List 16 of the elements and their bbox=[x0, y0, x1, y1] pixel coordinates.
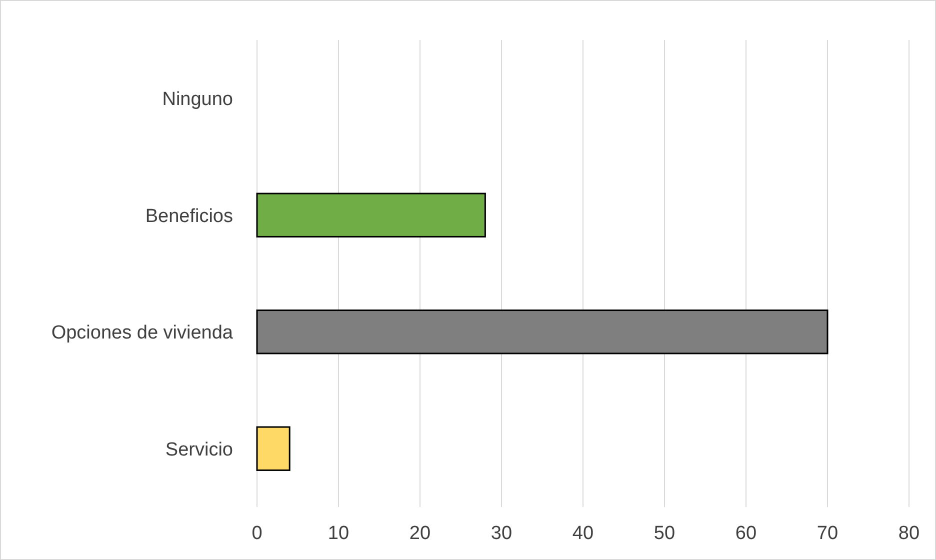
x-tick-label: 10 bbox=[328, 523, 350, 544]
bar bbox=[256, 192, 486, 238]
x-tick-label: 50 bbox=[654, 523, 676, 544]
y-tick-label: Beneficios bbox=[145, 206, 233, 227]
x-tick-label: 30 bbox=[490, 523, 512, 544]
x-tick-label: 0 bbox=[252, 523, 262, 544]
x-tick-label: 70 bbox=[816, 523, 838, 544]
y-tick-label: Servicio bbox=[165, 439, 233, 460]
x-tick-label: 60 bbox=[735, 523, 757, 544]
x-tick-label: 40 bbox=[572, 523, 594, 544]
x-tick-label: 80 bbox=[898, 523, 920, 544]
x-tick-label: 20 bbox=[409, 523, 431, 544]
bar bbox=[256, 426, 290, 471]
y-tick-label: Opciones de vivienda bbox=[51, 322, 234, 344]
bar bbox=[256, 310, 828, 354]
y-tick-label: Ninguno bbox=[162, 89, 233, 110]
